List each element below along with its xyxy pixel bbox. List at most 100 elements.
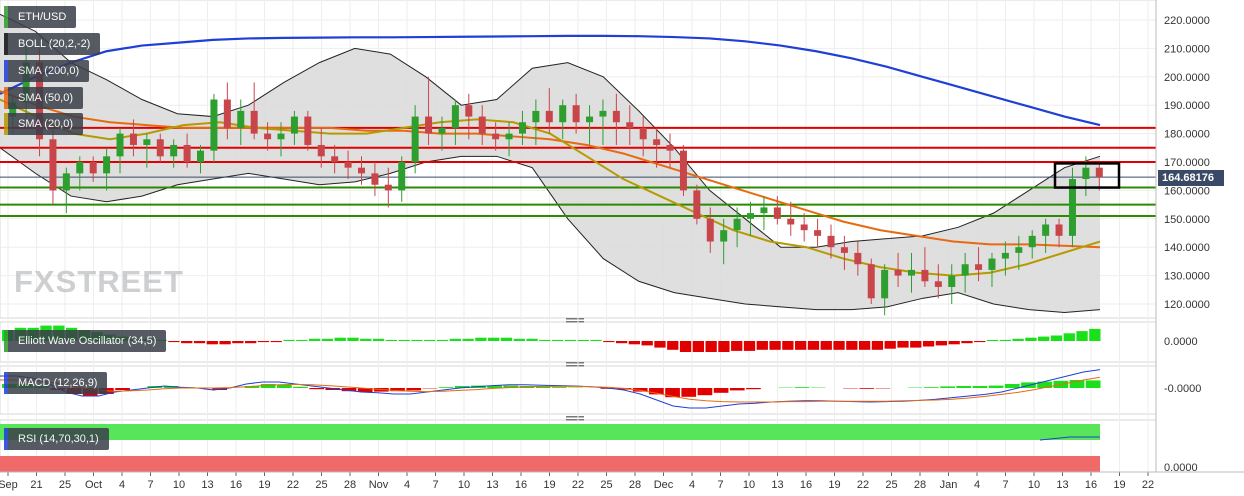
ewo-bar bbox=[372, 338, 385, 341]
macd-histogram-bar bbox=[729, 388, 745, 391]
boll-swatch bbox=[4, 33, 8, 55]
sma50-label[interactable]: SMA (50,0) bbox=[4, 87, 84, 109]
symbol-label[interactable]: ETH/USD bbox=[4, 6, 77, 28]
candle-body bbox=[411, 116, 419, 162]
macd-histogram-bar bbox=[972, 386, 988, 388]
macd-histogram-bar bbox=[1069, 380, 1085, 388]
candle-body bbox=[89, 162, 97, 174]
y-tick-label: 190.0000 bbox=[1164, 100, 1210, 112]
candle-body bbox=[277, 133, 285, 140]
macd-text: MACD (12,26,9) bbox=[18, 377, 98, 389]
ewo-bar bbox=[436, 339, 449, 341]
y-tick-label: 120.0000 bbox=[1164, 299, 1210, 311]
ewo-bar bbox=[961, 341, 973, 344]
splitter-grip-icon bbox=[566, 416, 584, 418]
x-tick-label: 10 bbox=[1028, 479, 1040, 491]
candle-body bbox=[398, 162, 406, 191]
ewo-bar bbox=[679, 341, 692, 352]
macd-histogram-bar bbox=[309, 388, 325, 390]
ewo-bar bbox=[424, 339, 436, 341]
candle-body bbox=[290, 116, 298, 134]
candle-body bbox=[840, 247, 848, 253]
x-tick-label: 16 bbox=[230, 479, 242, 491]
candle-body bbox=[666, 144, 674, 151]
ewo-bar bbox=[948, 341, 960, 345]
x-tick-label: 25 bbox=[315, 479, 327, 491]
x-tick-label: 7 bbox=[432, 479, 438, 491]
ewo-bar bbox=[577, 339, 589, 341]
candle-body bbox=[304, 116, 312, 145]
macd-histogram-bar bbox=[487, 385, 502, 388]
macd-histogram-bar bbox=[293, 386, 308, 388]
sma50-text: SMA (50,0) bbox=[18, 92, 74, 104]
candle-body bbox=[773, 207, 781, 219]
ewo-bar bbox=[807, 341, 820, 350]
boll-label[interactable]: BOLL (20,2,-2) bbox=[4, 33, 101, 55]
ewo-bar bbox=[193, 341, 206, 344]
ewo-bar bbox=[1089, 328, 1101, 341]
candle-body bbox=[559, 105, 567, 123]
current-price-value: 164.68176 bbox=[1162, 172, 1214, 184]
macd-histogram-bar bbox=[438, 387, 454, 388]
x-tick-label: 22 bbox=[857, 479, 869, 491]
ewo-bar bbox=[245, 341, 257, 344]
ewo-bar bbox=[283, 339, 295, 341]
candle-body bbox=[22, 62, 30, 103]
ewo-bar bbox=[232, 341, 244, 344]
y-tick-label: 130.0000 bbox=[1164, 271, 1210, 283]
ewo-text: Elliott Wave Oscillator (34,5) bbox=[18, 335, 157, 347]
candle-body bbox=[492, 133, 500, 140]
splitter-grip-icon bbox=[566, 419, 584, 421]
x-tick-label: 22 bbox=[1142, 479, 1154, 491]
ewo-bar bbox=[922, 341, 935, 347]
candle-body bbox=[505, 133, 513, 140]
ewo-bar bbox=[795, 341, 807, 350]
macd-histogram-bar bbox=[357, 388, 373, 392]
rsi-text: RSI (14,70,30,1) bbox=[18, 433, 99, 445]
x-tick-label: 16 bbox=[1085, 479, 1097, 491]
ewo-bar bbox=[756, 341, 768, 350]
rsi-overbought-zone bbox=[0, 424, 1100, 440]
sma50-line bbox=[0, 90, 1101, 249]
candle-body bbox=[170, 144, 178, 157]
y-tick-label: 200.0000 bbox=[1164, 72, 1210, 84]
candle-body bbox=[599, 110, 607, 117]
ewo-label[interactable]: Elliott Wave Oscillator (34,5) bbox=[4, 330, 167, 352]
x-tick-label: Oct bbox=[85, 479, 102, 491]
x-tick-label: 25 bbox=[59, 479, 71, 491]
ewo-bar bbox=[539, 339, 551, 341]
macd-histogram-bar bbox=[649, 388, 664, 395]
ewo-bar bbox=[1025, 337, 1037, 341]
x-tick-label: 13 bbox=[1056, 479, 1068, 491]
ewo-bar bbox=[1038, 336, 1050, 341]
ewo-bar bbox=[910, 341, 922, 348]
ewo-bar bbox=[257, 341, 270, 343]
x-tick-label: 7 bbox=[1002, 479, 1008, 491]
macd-histogram-bar bbox=[341, 388, 357, 392]
candle-body bbox=[720, 230, 728, 242]
splitter-grip-icon bbox=[566, 321, 584, 323]
candle-body bbox=[317, 144, 325, 157]
candle-body bbox=[639, 127, 647, 140]
symbol-swatch bbox=[4, 6, 8, 28]
ewo-bar bbox=[219, 341, 231, 345]
ewo-bar bbox=[411, 339, 423, 341]
candle-body bbox=[156, 139, 164, 157]
candle-body bbox=[747, 213, 755, 219]
candle-body bbox=[250, 110, 258, 134]
watermark-logo: FXSTREET bbox=[14, 264, 184, 300]
ewo-bar bbox=[615, 341, 628, 344]
macd-histogram-bar bbox=[713, 388, 729, 393]
ewo-bar bbox=[897, 341, 909, 348]
candle-body bbox=[210, 99, 218, 151]
y-tick-label: 180.0000 bbox=[1164, 129, 1210, 141]
ewo-bar bbox=[820, 341, 832, 350]
sma200-text: SMA (200,0) bbox=[18, 65, 80, 77]
rsi-label[interactable]: RSI (14,70,30,1) bbox=[4, 428, 109, 450]
x-tick-label: 28 bbox=[344, 479, 356, 491]
x-tick-label: 13 bbox=[771, 479, 783, 491]
sma200-label[interactable]: SMA (200,0) bbox=[4, 60, 90, 82]
sma20-label[interactable]: SMA (20,0) bbox=[4, 113, 84, 135]
x-tick-label: 19 bbox=[258, 479, 270, 491]
macd-label[interactable]: MACD (12,26,9) bbox=[4, 372, 108, 394]
